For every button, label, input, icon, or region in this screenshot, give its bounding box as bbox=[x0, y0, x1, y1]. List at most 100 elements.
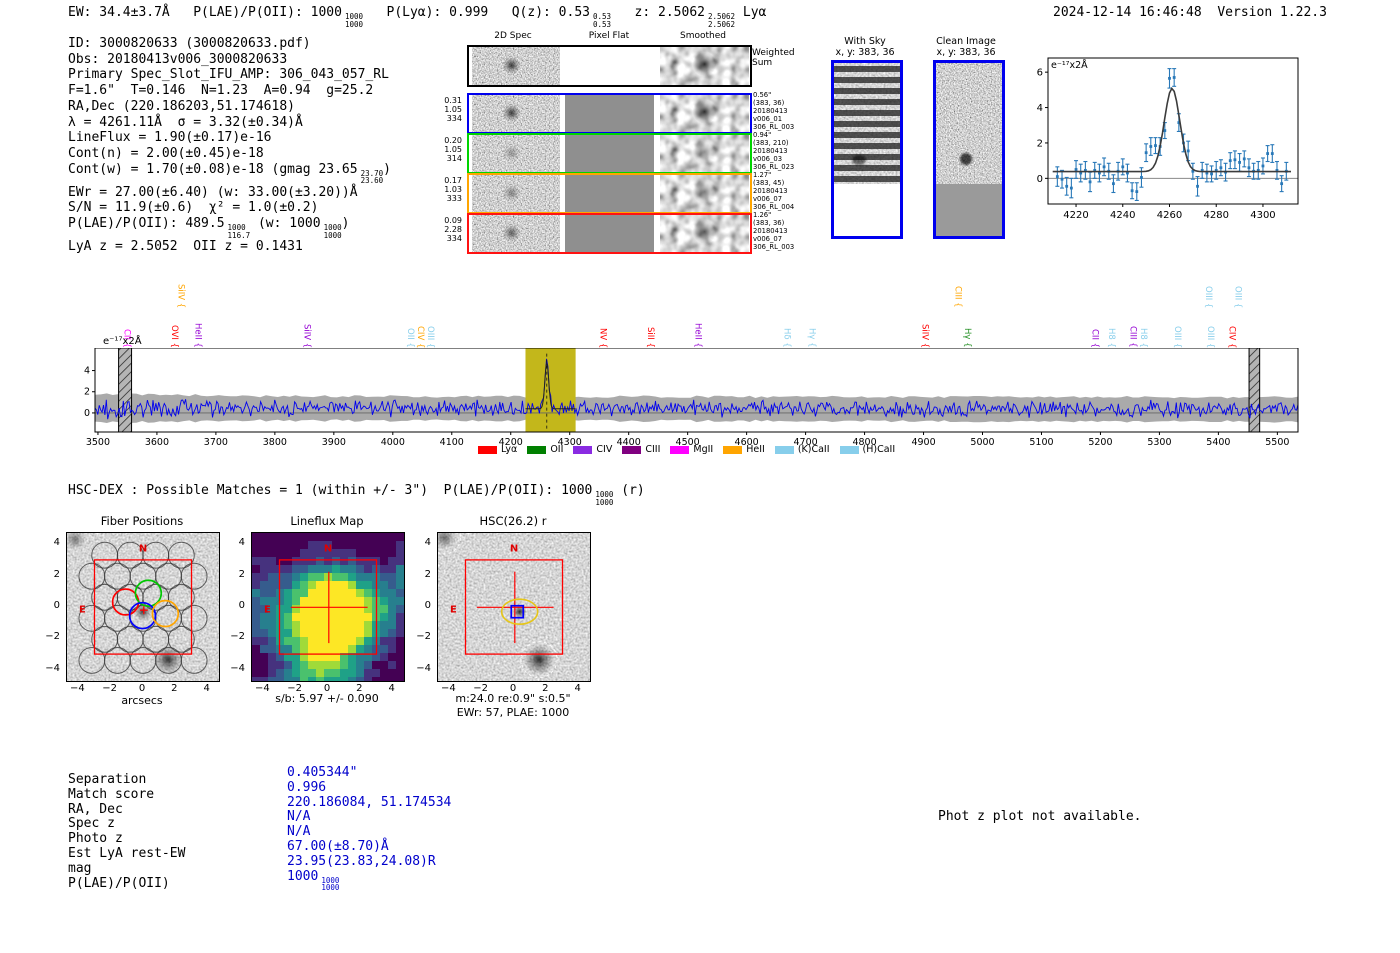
x-tick-label: 2 bbox=[356, 683, 363, 694]
stacked-fraction: 0.53 0.53 bbox=[593, 12, 612, 29]
lineflux-overlay: NE bbox=[252, 533, 404, 681]
sky-source-spot bbox=[852, 155, 866, 165]
y-tick-label: 4 bbox=[53, 537, 60, 549]
aperture-ellipse bbox=[500, 598, 539, 626]
match-row-value: N/A bbox=[287, 809, 451, 825]
line-fit-svg: 4220 4240 4260 4280 4300 0 2 4 6 bbox=[1037, 57, 1299, 221]
x-tick-label: 2 bbox=[171, 683, 178, 694]
x-tick-label: −2 bbox=[102, 683, 118, 694]
text-segment: Cont(n) = 2.00(±0.45)e-18 bbox=[68, 145, 264, 161]
info-line: λ = 4261.11Å σ = 3.32(±0.34)Å bbox=[68, 115, 391, 131]
svg-text:5400: 5400 bbox=[1206, 437, 1230, 448]
sky-bottom-blank bbox=[834, 184, 900, 236]
svg-text:4600: 4600 bbox=[735, 437, 759, 448]
header-summary: EW: 34.4±3.7Å P(LAE)/P(OII): 1000 1000 100… bbox=[68, 5, 766, 28]
text-segment: 0.405344" bbox=[287, 765, 358, 780]
line-label-SiIV: SiIV { bbox=[919, 323, 930, 348]
y-tick-label: 2 bbox=[53, 568, 60, 580]
text-segment: λ = 4261.11Å σ = 3.32(±0.34)Å bbox=[68, 114, 303, 130]
line-label-OIII: OIII { bbox=[1202, 285, 1213, 308]
extraction-box bbox=[93, 559, 193, 655]
line-label-CII: CII { bbox=[1089, 328, 1100, 348]
text-segment: 0.996 bbox=[287, 779, 327, 795]
fiber-circle bbox=[180, 562, 208, 590]
compass-north: N bbox=[139, 543, 147, 554]
clean-bottom-gray bbox=[936, 184, 1002, 236]
legend-swatch bbox=[670, 445, 690, 454]
text-segment: Lyα bbox=[735, 5, 767, 20]
y-tick-label: 0 bbox=[238, 600, 245, 611]
svg-text:4240: 4240 bbox=[1110, 210, 1135, 221]
y-tick-label: −2 bbox=[416, 631, 431, 643]
hsc-ewr-label: EWr: 57, PLAE: 1000 bbox=[456, 706, 570, 719]
line-label-CII: CII { bbox=[121, 328, 132, 348]
with-sky-cutout bbox=[831, 60, 903, 239]
cutout-panel-smooth bbox=[660, 47, 749, 85]
svg-text:4900: 4900 bbox=[911, 437, 935, 448]
line-label-CIV: CIV { bbox=[1226, 325, 1237, 348]
text-segment: EWr = 27.00(±6.40) (w: 33.00(±3.20))Å bbox=[68, 184, 358, 200]
svg-text:5000: 5000 bbox=[970, 437, 994, 448]
hsc-overlay: NE bbox=[438, 533, 564, 679]
sky-stripe bbox=[834, 132, 900, 138]
legend-item: HeII bbox=[723, 444, 765, 455]
legend-label: MgII bbox=[693, 444, 714, 455]
text-segment: Obs: 20180413v006_3000820633 bbox=[68, 51, 288, 67]
col-header-pixel-flat: Pixel Flat bbox=[588, 31, 630, 41]
y-tick-label: 2 bbox=[238, 568, 245, 580]
selected-fiber-circle bbox=[128, 601, 157, 630]
masked-band bbox=[1248, 348, 1261, 433]
svg-text:4260: 4260 bbox=[1157, 210, 1182, 221]
line-label-SiII: SiII { bbox=[644, 327, 655, 348]
weighted-sum-label: Weighted Sum bbox=[752, 48, 795, 68]
sky-stripe bbox=[834, 143, 900, 149]
y-tick-label: −4 bbox=[230, 662, 245, 674]
stacked-fraction: 1000 1000 bbox=[321, 875, 340, 893]
info-line: LineFlux = 1.90(±0.17)e-16 bbox=[68, 130, 391, 146]
text-segment: ID: 3000820633 (3000820633.pdf) bbox=[68, 36, 311, 51]
sky-stripe bbox=[834, 121, 900, 127]
svg-text:3500: 3500 bbox=[86, 437, 110, 448]
selected-fiber-circle bbox=[134, 579, 163, 607]
fiber-overlay: NE bbox=[67, 533, 208, 674]
y-tick-label: 0 bbox=[424, 600, 431, 611]
hsc-mag-label: m:24.0 re:0.9" s:0.5" bbox=[455, 692, 571, 705]
hsc-dex-header: HSC-DEX : Possible Matches = 1 (within +… bbox=[68, 483, 645, 506]
line-label-Hγ: Hγ { bbox=[806, 328, 817, 348]
line-label-Hγ: Hγ { bbox=[962, 328, 973, 348]
header-timestamp: 2024-12-14 16:46:48 Version 1.22.3 bbox=[1053, 5, 1327, 20]
legend-label: CIV bbox=[596, 444, 613, 455]
cutout-panel-spec bbox=[472, 135, 560, 172]
svg-text:4300: 4300 bbox=[558, 437, 582, 448]
compass-north: N bbox=[510, 543, 518, 554]
match-row-value: 1000 1000 1000 bbox=[287, 869, 451, 893]
lineflux-sb-label: s/b: 5.97 +/- 0.090 bbox=[275, 692, 379, 705]
info-line: LyA z = 2.5052 OII z = 0.1431 bbox=[68, 239, 391, 255]
y-tick-label: 4 bbox=[424, 537, 431, 549]
line-label-CIII: CIII { bbox=[1127, 326, 1138, 348]
cutout-panel-flat bbox=[565, 135, 654, 172]
extraction-box bbox=[278, 559, 378, 655]
sky-stripe bbox=[834, 176, 900, 182]
cutout-panel-flat bbox=[565, 47, 654, 85]
text-segment: N/A bbox=[287, 809, 311, 825]
match-row-value: 23.95(23.83,24.08)R bbox=[287, 854, 451, 870]
svg-text:4: 4 bbox=[84, 366, 90, 377]
stacked-fraction: 1000 1000 bbox=[595, 490, 614, 507]
legend-item: (H)CaII bbox=[839, 444, 895, 455]
emission-line-highlight bbox=[525, 348, 576, 432]
text-segment: ) bbox=[341, 216, 350, 232]
legend-label: (K)CaII bbox=[797, 444, 830, 455]
y-tick-label: −2 bbox=[45, 631, 60, 643]
gaussian-fit-curve bbox=[1052, 87, 1291, 173]
photz-unavailable-note: Phot z plot not available. bbox=[938, 809, 1142, 824]
compass-east: E bbox=[264, 605, 271, 616]
x-tick-label: −4 bbox=[254, 683, 270, 694]
svg-text:4280: 4280 bbox=[1203, 210, 1228, 221]
sky-stripe bbox=[834, 154, 900, 160]
text-segment: (w: 1000 bbox=[250, 216, 321, 232]
sky-stripe bbox=[834, 77, 900, 83]
